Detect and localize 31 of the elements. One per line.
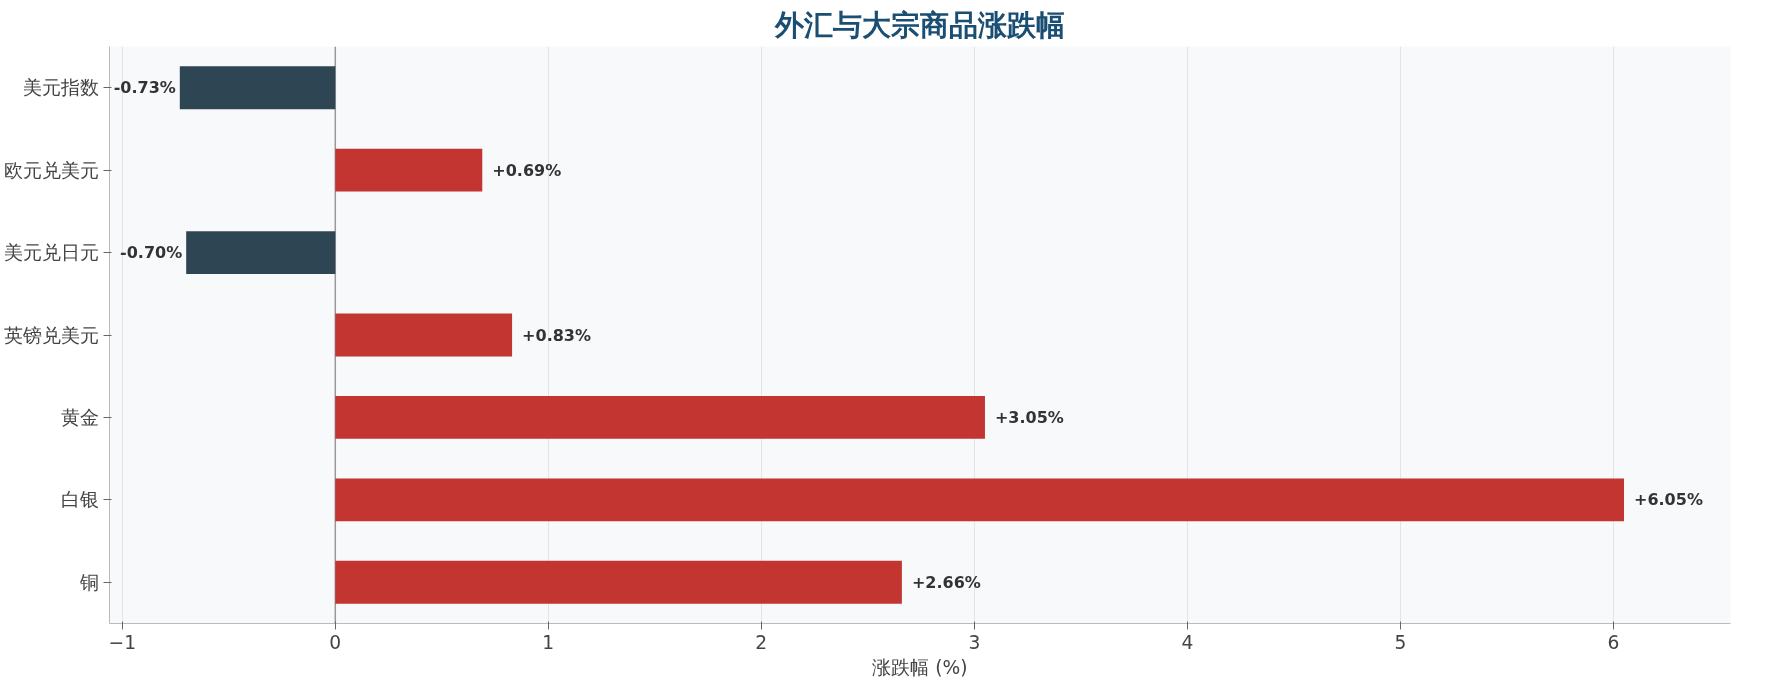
data-label: +3.05% (994, 407, 1064, 427)
x-tick-label: 4 (1181, 631, 1194, 653)
x-tick-label: −1 (108, 631, 137, 653)
x-tick-label: 1 (542, 631, 555, 653)
x-tick-label: 5 (1394, 631, 1407, 653)
x-axis-title: 涨跌幅 (%) (872, 656, 968, 678)
y-tick-label: 黄金 (60, 406, 99, 428)
x-tick-label: 0 (329, 631, 342, 653)
y-tick-label: 英镑兑美元 (3, 324, 99, 346)
data-label: +0.69% (492, 160, 562, 180)
bar (335, 396, 985, 439)
bar (335, 478, 1624, 522)
bar (335, 148, 483, 192)
x-tick-label: 2 (755, 631, 768, 653)
y-tick-label: 欧元兑美元 (3, 159, 99, 181)
y-tick-label: 美元指数 (22, 77, 99, 99)
bar (186, 231, 336, 274)
x-tick-label: 6 (1607, 631, 1620, 653)
bar (335, 560, 902, 604)
bar (179, 66, 336, 110)
data-label: -0.73% (113, 78, 176, 98)
y-tick-label: 白银 (60, 489, 99, 511)
data-label: +0.83% (522, 325, 592, 345)
chart-title: 外汇与大宗商品涨跌幅 (774, 7, 1065, 42)
x-tick-label: 3 (968, 631, 981, 653)
data-label: +6.05% (1634, 490, 1703, 510)
bar (335, 313, 513, 357)
data-label: -0.70% (120, 243, 183, 263)
y-tick-label: 美元兑日元 (3, 242, 99, 264)
y-tick-label: 铜 (78, 571, 99, 593)
data-label: +2.66% (911, 572, 981, 592)
